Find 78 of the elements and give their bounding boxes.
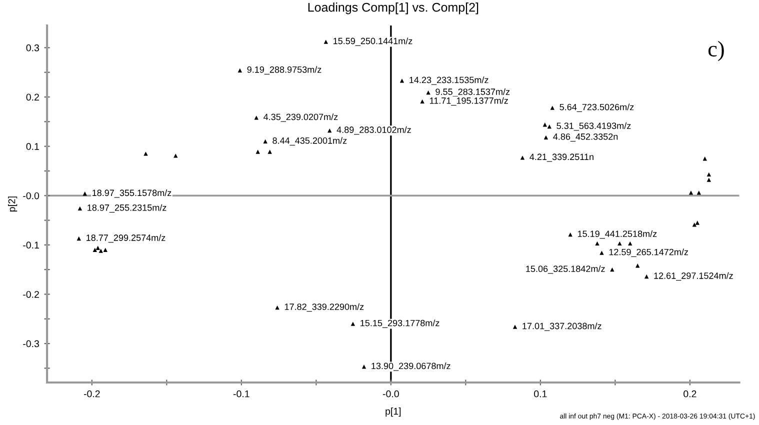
annotation: c) bbox=[708, 40, 724, 62]
point bbox=[268, 150, 272, 154]
x-tick-label: -0.0 bbox=[382, 390, 399, 398]
point bbox=[595, 241, 600, 246]
y-tick-label: -0.1 bbox=[23, 242, 39, 249]
annotation: 9.19_288.9753m/z bbox=[247, 66, 322, 74]
point bbox=[362, 364, 366, 369]
point bbox=[547, 124, 552, 129]
annotation: 4.35_239.0207m/z bbox=[264, 114, 338, 122]
point bbox=[324, 40, 328, 44]
point bbox=[688, 190, 694, 195]
y-tick-label: 0.1 bbox=[26, 143, 39, 150]
point bbox=[644, 274, 649, 279]
point bbox=[275, 305, 280, 310]
annotation: 18.97_355.1578m/z bbox=[92, 189, 172, 198]
annotation: 9.55_283.1537m/z bbox=[436, 88, 510, 97]
point bbox=[544, 135, 548, 140]
annotation: 4.21_339.2511n bbox=[530, 154, 594, 162]
point bbox=[628, 241, 632, 246]
point bbox=[706, 178, 711, 182]
point bbox=[238, 68, 242, 72]
annotation: 15.19_441.2518m/z bbox=[578, 230, 657, 239]
point bbox=[92, 248, 97, 252]
point bbox=[76, 236, 81, 241]
annotation: 18.97_255.2315m/z bbox=[88, 204, 166, 213]
annotation: 5.64_723.5026m/z bbox=[560, 104, 634, 112]
point bbox=[96, 246, 100, 250]
annotation: 13.90_239.0678m/z bbox=[372, 362, 450, 371]
y-tick-label: -0.0 bbox=[23, 192, 40, 200]
point bbox=[542, 122, 547, 127]
point bbox=[600, 250, 604, 255]
annotation: 17.01_337.2038m/z bbox=[522, 322, 602, 331]
point bbox=[328, 128, 332, 133]
y-tick-label: -0.2 bbox=[23, 290, 39, 298]
point bbox=[254, 116, 258, 120]
x-axis-title: p[1] bbox=[386, 408, 401, 417]
point bbox=[420, 99, 424, 104]
point bbox=[568, 232, 572, 237]
y-axis-title: p[2] bbox=[8, 196, 18, 212]
annotation: 4.89_283.0102m/z bbox=[336, 126, 411, 135]
annotation: 14.23_233.1535m/z bbox=[410, 76, 488, 85]
point bbox=[692, 222, 696, 227]
x-tick-label: -0.2 bbox=[84, 390, 100, 398]
x-tick-label: 0.1 bbox=[534, 390, 547, 398]
point bbox=[78, 206, 82, 211]
point bbox=[144, 152, 148, 156]
annotation: 11.71_195.1377m/z bbox=[430, 97, 508, 106]
point bbox=[618, 241, 622, 246]
annotation: 12.59_265.1472m/z bbox=[609, 248, 688, 257]
point bbox=[610, 268, 614, 272]
x-tick-label: 0.2 bbox=[684, 390, 696, 398]
x-tick-label: -0.1 bbox=[233, 390, 250, 398]
point bbox=[103, 248, 108, 252]
annotation: 15.06_325.1842m/z bbox=[526, 265, 605, 274]
annotation: 15.59_250.1441m/z bbox=[334, 38, 412, 46]
annotation: 4.86_452.3352n bbox=[553, 133, 618, 142]
annotation: 17.82_339.2290m/z bbox=[284, 303, 364, 312]
annotation: 12.61_297.1524m/z bbox=[654, 272, 733, 281]
point bbox=[98, 248, 103, 253]
point bbox=[426, 90, 430, 95]
annotation: 15.15_293.1778m/z bbox=[360, 320, 440, 328]
point bbox=[263, 139, 268, 144]
y-tick-label: -0.3 bbox=[23, 340, 39, 348]
point bbox=[706, 172, 711, 176]
point bbox=[400, 78, 404, 83]
annotation: 5.31_563.4193m/z bbox=[556, 122, 631, 131]
point bbox=[256, 150, 260, 154]
point bbox=[550, 106, 554, 110]
point bbox=[174, 154, 178, 158]
annotation: 18.77_299.2574m/z bbox=[86, 234, 166, 243]
point bbox=[695, 220, 700, 225]
y-tick-label: 0.3 bbox=[26, 44, 39, 52]
chart-title: Loadings Comp[1] vs. Comp[2] bbox=[308, 2, 478, 14]
point bbox=[350, 322, 356, 326]
y-tick-label: 0.2 bbox=[26, 94, 39, 101]
point bbox=[520, 156, 525, 160]
point bbox=[512, 324, 518, 329]
annotation: 8.44_435.2001m/z bbox=[272, 137, 347, 146]
